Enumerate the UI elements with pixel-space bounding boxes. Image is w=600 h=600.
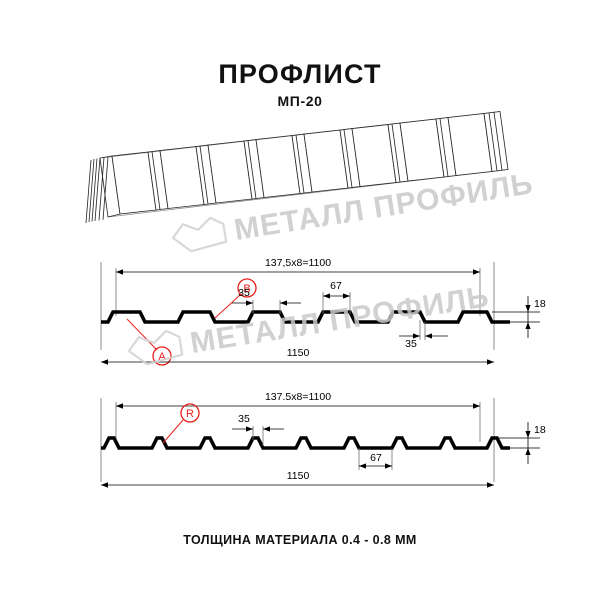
dimension-value-67-upper-1: 67: [330, 280, 342, 292]
cross-section-working-width: 137,5x8=1100 A B 35: [100, 257, 546, 366]
callout-a-label: A: [158, 351, 166, 363]
dimension-value-top-overall-2: 137.5x8=1100: [265, 391, 331, 403]
callout-b-label: B: [243, 283, 250, 295]
dimension-bottom-overall-2: 1150: [101, 470, 494, 488]
dimension-top-overall-2: 137.5x8=1100: [116, 391, 480, 409]
isometric-profile-sheet: [85, 111, 509, 224]
profile-outline-1: [101, 310, 510, 324]
dimension-value-top-overall-1: 137,5x8=1100: [265, 257, 331, 269]
dimension-bottom-overall-1: 1150: [101, 347, 494, 365]
dimension-67-lower-2: 67: [358, 448, 393, 470]
cross-section-full-width: 137.5x8=1100 R 35 67: [100, 391, 546, 488]
callout-a: A: [126, 318, 172, 366]
dimension-value-bottom-overall-2: 1150: [287, 470, 310, 482]
dimension-67-upper-1: 67: [322, 280, 351, 314]
material-thickness-note: ТОЛЩИНА МАТЕРИАЛА 0.4 - 0.8 ММ: [183, 533, 416, 547]
dimension-35-lower-1: 35: [399, 320, 448, 350]
dimension-top-overall-1: 137,5x8=1100: [116, 257, 480, 275]
dimension-value-height-1: 18: [534, 298, 546, 310]
dimension-35-upper-2: 35: [232, 413, 284, 446]
callout-r-label: R: [186, 408, 194, 420]
dimension-value-35-lower-1: 35: [405, 338, 417, 350]
dimension-height-1: 18: [492, 296, 546, 338]
callout-r: R: [162, 403, 200, 444]
page-title: ПРОФЛИСТ: [218, 59, 381, 89]
dimension-value-35-upper-2: 35: [238, 413, 250, 425]
dimension-35-upper-1: 35: [232, 287, 301, 314]
dimension-height-2: 18: [497, 422, 546, 464]
dimension-value-bottom-overall-1: 1150: [287, 347, 310, 359]
dimension-value-height-2: 18: [534, 424, 546, 436]
callout-b: B: [214, 278, 257, 319]
dimension-value-67-lower-2: 67: [370, 452, 382, 464]
page-subtitle: МП-20: [278, 93, 323, 109]
profile-outline-2: [101, 436, 510, 450]
dimension-value-35-upper-1: 35: [238, 287, 250, 299]
